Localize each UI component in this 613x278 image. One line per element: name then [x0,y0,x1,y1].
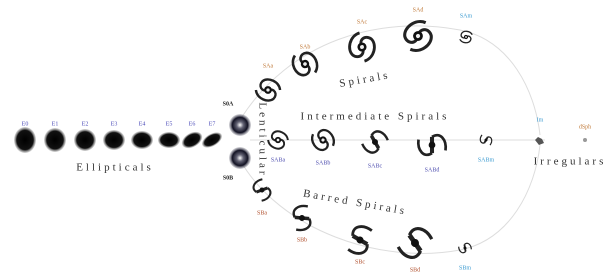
galaxy-label: dSph [579,124,591,130]
galaxy-label: E0 [22,121,29,127]
elliptical-galaxy [103,130,125,150]
galaxy-label: E1 [52,121,59,127]
elliptical-galaxy [131,131,153,149]
galaxy-label: SAd [413,7,424,13]
galaxy [395,224,435,262]
galaxy-label: SAc [357,19,368,25]
galaxy-label: SABd [425,167,440,173]
dwarf-galaxy [583,138,587,142]
galaxy-label: S0B [223,175,233,181]
galaxy-label: SABb [316,160,331,166]
galaxy-label: SABa [271,157,286,163]
group-title: Spirals [338,69,391,90]
galaxy-label: SAa [263,63,274,69]
galaxy-label: E2 [82,121,89,127]
galaxy [308,126,338,155]
galaxy [344,223,376,258]
group-title: Lenticular [256,102,268,177]
tuning-fork-diagram: E0 E1 E2 E3 E4 E5 E6 E7 Ellipticals S0A S0B Lenticu… [0,0,613,278]
galaxy [256,79,280,100]
elliptical-galaxy [199,129,224,150]
lenticular-galaxy [229,147,251,169]
galaxy-label: SABm [478,157,495,163]
galaxy-label: SBa [257,210,267,216]
galaxy-label: SBb [297,237,307,243]
galaxy-label: SAm [460,13,473,19]
galaxy-label: E6 [189,121,196,127]
galaxy [347,31,376,63]
elliptical-galaxy [74,129,96,151]
group-title: Irregulars [534,156,607,168]
galaxy-label: E7 [209,121,216,127]
galaxy-label: SBc [355,259,365,265]
elliptical-galaxy [179,128,205,151]
galaxy-label: S0A [223,101,234,107]
elliptical-galaxy [158,132,180,148]
galaxy-label: E5 [166,121,173,127]
group-title: Barred Spirals [302,187,408,217]
galaxy-label: E4 [139,121,146,127]
galaxy [292,205,312,231]
galaxy [399,16,438,56]
galaxy-label: SABc [368,163,383,169]
galaxy-shapes [14,16,587,262]
group-title: Ellipticals [76,162,154,174]
galaxy [418,135,445,155]
irregular-galaxy [535,137,544,145]
elliptical-galaxy [14,127,36,153]
galaxy-label: SBd [410,267,420,273]
galaxy [479,133,494,147]
group-title: Intermediate Spirals [301,111,450,123]
elliptical-galaxy [44,128,66,152]
galaxy-label: Im [537,117,544,123]
galaxy-label: E3 [111,121,118,127]
galaxy-label: SBm [459,265,471,271]
galaxy [360,128,390,155]
lenticular-galaxy [229,114,251,136]
galaxy [458,29,474,44]
galaxy-label: SAb [300,44,311,50]
galaxy [288,47,323,82]
